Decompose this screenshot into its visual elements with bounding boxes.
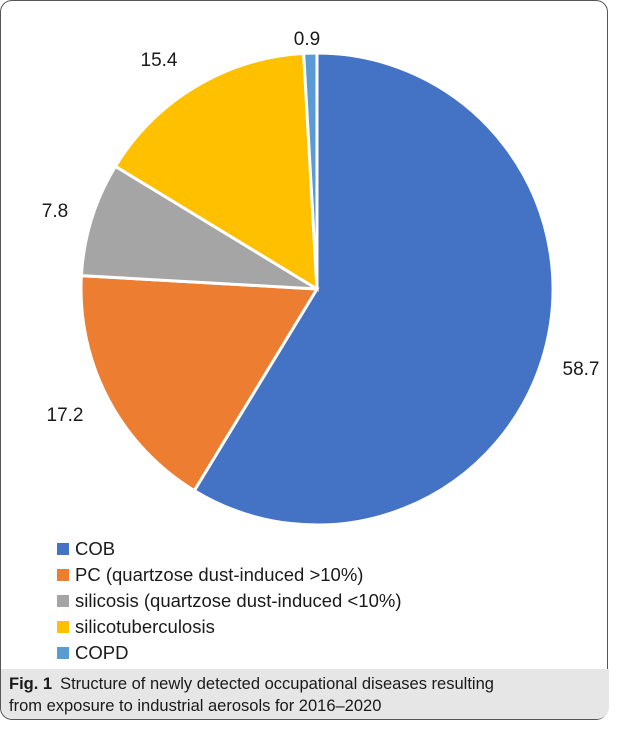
legend-swatch: [57, 621, 69, 633]
data-label-silicotuberculosis: 15.4: [141, 50, 178, 71]
legend-swatch: [57, 543, 69, 555]
legend: COB PC (quartzose dust-induced >10%) silic…: [57, 536, 401, 666]
pie-slice-pc-quartzose-dust-induced-10: [79, 274, 320, 493]
caption-fig-label: Fig. 1: [9, 675, 53, 693]
caption-text-line1: Structure of newly detected occupational…: [60, 675, 494, 693]
legend-item-copd: COPD: [57, 640, 401, 666]
legend-item-silicotuberculosis: silicotuberculosis: [57, 614, 401, 640]
legend-label: COB: [75, 538, 116, 559]
pie-slice-silicosis-quartzose-dust-induced-10: [79, 164, 318, 291]
legend-item-cob: COB: [57, 536, 401, 562]
legend-label: PC (quartzose dust-induced >10%): [75, 564, 364, 585]
pie-data-labels: 58.7 17.2 7.8 15.4 0.9: [42, 29, 600, 426]
legend-label: silicotuberculosis: [75, 616, 215, 637]
pie-slices: [79, 51, 555, 527]
figure-frame: 58.7 17.2 7.8 15.4 0.9 COB PC (quartzose dust…: [0, 0, 609, 720]
caption-text-line2: from exposure to industrial aerosols for…: [9, 697, 382, 715]
pie-slice-copd: [302, 51, 319, 290]
legend-item-silicosis-quartzose-dust-induced-10: silicosis (quartzose dust-induced <10%): [57, 588, 401, 614]
legend-swatch: [57, 595, 69, 607]
pie-chart: 58.7 17.2 7.8 15.4 0.9: [42, 29, 600, 527]
legend-item-pc-quartzose-dust-induced-10: PC (quartzose dust-induced >10%): [57, 562, 401, 588]
legend-swatch: [57, 569, 69, 581]
pie-slice-cob: [192, 51, 555, 527]
legend-swatch: [57, 647, 69, 659]
data-label-silicosis-quartzose-dust-induced-10: 7.8: [42, 201, 68, 222]
legend-label: silicosis (quartzose dust-induced <10%): [75, 590, 402, 611]
data-label-pc-quartzose-dust-induced-10: 17.2: [47, 405, 84, 426]
legend-label: COPD: [75, 642, 129, 663]
data-label-cob: 58.7: [563, 359, 600, 380]
figure-caption: Fig. 1 Structure of newly detected occupa…: [1, 669, 609, 719]
pie-slice-silicotuberculosis: [113, 51, 319, 292]
data-label-copd: 0.9: [294, 29, 320, 50]
